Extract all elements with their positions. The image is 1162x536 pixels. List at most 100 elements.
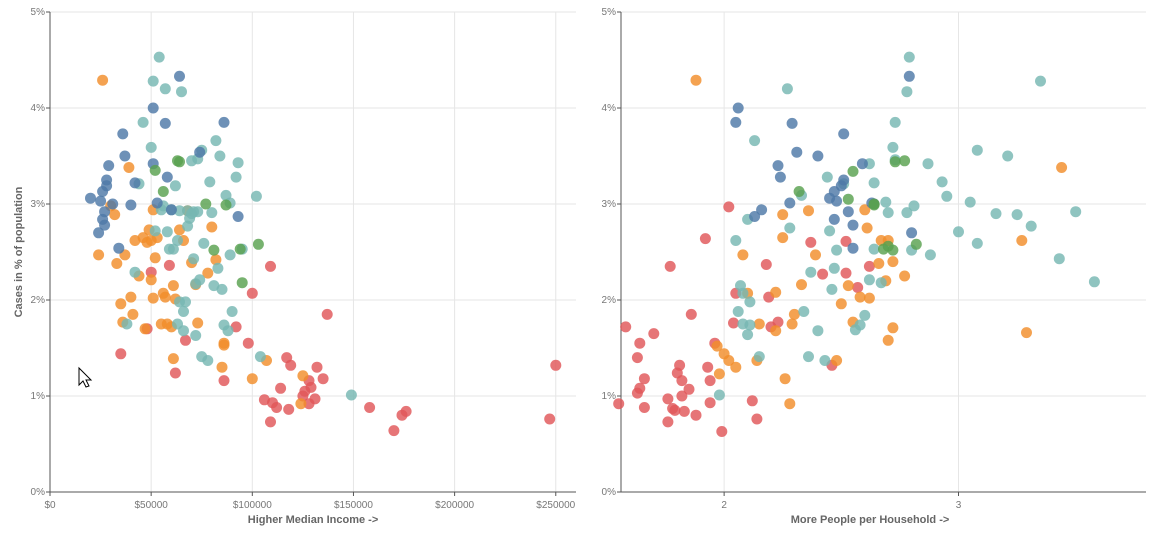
- data-point[interactable]: [167, 243, 179, 255]
- data-point[interactable]: [149, 252, 161, 264]
- data-point[interactable]: [139, 323, 151, 335]
- data-point[interactable]: [882, 334, 894, 346]
- data-point[interactable]: [1056, 162, 1068, 173]
- data-point[interactable]: [887, 256, 899, 268]
- data-point[interactable]: [271, 402, 283, 413]
- data-point[interactable]: [753, 318, 765, 330]
- data-point[interactable]: [218, 339, 230, 351]
- data-point[interactable]: [232, 157, 244, 169]
- data-point[interactable]: [805, 266, 817, 278]
- data-point[interactable]: [664, 260, 676, 272]
- data-point[interactable]: [899, 155, 911, 167]
- data-point[interactable]: [737, 249, 749, 261]
- data-point[interactable]: [770, 286, 782, 298]
- data-point[interactable]: [159, 83, 171, 95]
- data-point[interactable]: [115, 348, 127, 360]
- data-point[interactable]: [232, 211, 244, 222]
- data-point[interactable]: [772, 160, 784, 172]
- data-point[interactable]: [222, 325, 234, 337]
- data-point[interactable]: [868, 243, 880, 255]
- data-point[interactable]: [730, 116, 742, 128]
- data-point[interactable]: [847, 165, 859, 177]
- data-point[interactable]: [887, 322, 899, 334]
- data-point[interactable]: [854, 291, 866, 303]
- data-point[interactable]: [145, 266, 157, 278]
- data-point[interactable]: [676, 390, 688, 402]
- data-point[interactable]: [805, 236, 817, 248]
- data-point[interactable]: [230, 171, 242, 183]
- data-point[interactable]: [882, 207, 894, 219]
- data-point[interactable]: [702, 361, 714, 373]
- data-point[interactable]: [388, 425, 400, 437]
- data-point[interactable]: [95, 195, 107, 207]
- data-point[interactable]: [159, 291, 171, 303]
- data-point[interactable]: [828, 213, 840, 225]
- data-point[interactable]: [887, 244, 899, 256]
- data-point[interactable]: [824, 225, 836, 237]
- data-point[interactable]: [753, 351, 765, 363]
- data-point[interactable]: [744, 319, 756, 331]
- data-point[interactable]: [781, 83, 793, 95]
- data-point[interactable]: [859, 204, 871, 216]
- data-point[interactable]: [889, 116, 901, 128]
- data-point[interactable]: [283, 403, 295, 415]
- data-point[interactable]: [99, 219, 111, 231]
- data-point[interactable]: [317, 373, 329, 385]
- data-point[interactable]: [922, 158, 934, 170]
- data-point[interactable]: [842, 206, 854, 218]
- data-point[interactable]: [145, 274, 157, 286]
- data-point[interactable]: [746, 395, 758, 407]
- data-point[interactable]: [1053, 253, 1065, 265]
- data-point[interactable]: [875, 277, 887, 289]
- data-point[interactable]: [690, 409, 702, 421]
- data-point[interactable]: [749, 211, 761, 222]
- data-point[interactable]: [178, 306, 189, 317]
- data-point[interactable]: [903, 51, 915, 63]
- data-point[interactable]: [760, 259, 772, 270]
- data-point[interactable]: [200, 198, 212, 210]
- data-point[interactable]: [161, 226, 173, 238]
- data-point[interactable]: [111, 258, 123, 269]
- data-point[interactable]: [803, 351, 814, 363]
- data-point[interactable]: [147, 102, 159, 114]
- data-point[interactable]: [125, 291, 137, 303]
- data-point[interactable]: [364, 402, 376, 413]
- data-point[interactable]: [676, 375, 688, 387]
- data-point[interactable]: [167, 353, 179, 365]
- data-point[interactable]: [631, 352, 643, 364]
- data-point[interactable]: [206, 221, 218, 233]
- data-point[interactable]: [847, 242, 859, 254]
- data-point[interactable]: [723, 201, 735, 213]
- data-point[interactable]: [810, 249, 821, 261]
- data-point[interactable]: [964, 196, 976, 208]
- data-point[interactable]: [749, 135, 761, 147]
- data-point[interactable]: [821, 171, 833, 183]
- data-point[interactable]: [178, 325, 189, 337]
- data-point[interactable]: [210, 254, 222, 266]
- data-point[interactable]: [903, 70, 915, 82]
- data-point[interactable]: [194, 274, 206, 286]
- data-point[interactable]: [941, 190, 953, 202]
- data-point[interactable]: [117, 128, 129, 140]
- data-point[interactable]: [242, 337, 254, 349]
- data-point[interactable]: [732, 102, 744, 114]
- data-point[interactable]: [265, 260, 276, 272]
- data-point[interactable]: [246, 373, 258, 385]
- data-point[interactable]: [744, 296, 756, 308]
- data-point[interactable]: [252, 238, 264, 250]
- data-point[interactable]: [742, 329, 754, 341]
- data-point[interactable]: [704, 397, 716, 409]
- data-point[interactable]: [1016, 235, 1028, 246]
- data-point[interactable]: [777, 232, 789, 244]
- data-point[interactable]: [713, 368, 725, 380]
- data-point[interactable]: [690, 74, 702, 86]
- data-point[interactable]: [901, 207, 913, 219]
- data-point[interactable]: [936, 176, 948, 188]
- data-point[interactable]: [544, 413, 556, 425]
- data-point[interactable]: [711, 340, 723, 352]
- data-point[interactable]: [908, 200, 920, 212]
- data-point[interactable]: [147, 75, 159, 87]
- data-point[interactable]: [863, 274, 875, 286]
- data-point[interactable]: [206, 207, 218, 219]
- data-point[interactable]: [202, 355, 214, 366]
